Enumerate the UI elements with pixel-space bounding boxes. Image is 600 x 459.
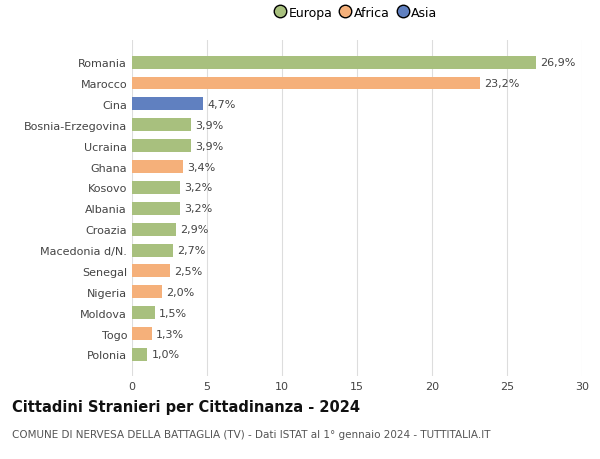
Text: 4,7%: 4,7%: [207, 100, 235, 110]
Bar: [132, 327, 151, 340]
Bar: [132, 78, 480, 90]
Text: 23,2%: 23,2%: [485, 79, 520, 89]
Bar: [132, 244, 173, 257]
Text: 3,2%: 3,2%: [185, 204, 213, 214]
Text: 1,0%: 1,0%: [151, 350, 179, 360]
Text: 3,9%: 3,9%: [195, 141, 223, 151]
Bar: [132, 307, 155, 319]
Bar: [132, 348, 147, 361]
Text: 3,4%: 3,4%: [187, 162, 216, 172]
Text: 1,5%: 1,5%: [159, 308, 187, 318]
Legend: Europa, Africa, Asia: Europa, Africa, Asia: [277, 7, 437, 20]
Bar: [132, 119, 191, 132]
Text: 3,2%: 3,2%: [185, 183, 213, 193]
Text: Cittadini Stranieri per Cittadinanza - 2024: Cittadini Stranieri per Cittadinanza - 2…: [12, 399, 360, 414]
Text: COMUNE DI NERVESA DELLA BATTAGLIA (TV) - Dati ISTAT al 1° gennaio 2024 - TUTTITA: COMUNE DI NERVESA DELLA BATTAGLIA (TV) -…: [12, 429, 491, 439]
Text: 2,0%: 2,0%: [167, 287, 195, 297]
Text: 3,9%: 3,9%: [195, 121, 223, 130]
Bar: [132, 265, 170, 278]
Text: 1,3%: 1,3%: [156, 329, 184, 339]
Text: 2,7%: 2,7%: [177, 246, 205, 256]
Bar: [132, 161, 183, 174]
Bar: [132, 202, 180, 215]
Bar: [132, 98, 203, 111]
Text: 2,9%: 2,9%: [180, 225, 208, 235]
Text: 26,9%: 26,9%: [540, 58, 575, 68]
Bar: [132, 285, 162, 299]
Bar: [132, 56, 536, 69]
Text: 2,5%: 2,5%: [174, 266, 202, 276]
Bar: [132, 223, 176, 236]
Bar: [132, 140, 191, 153]
Bar: [132, 182, 180, 195]
